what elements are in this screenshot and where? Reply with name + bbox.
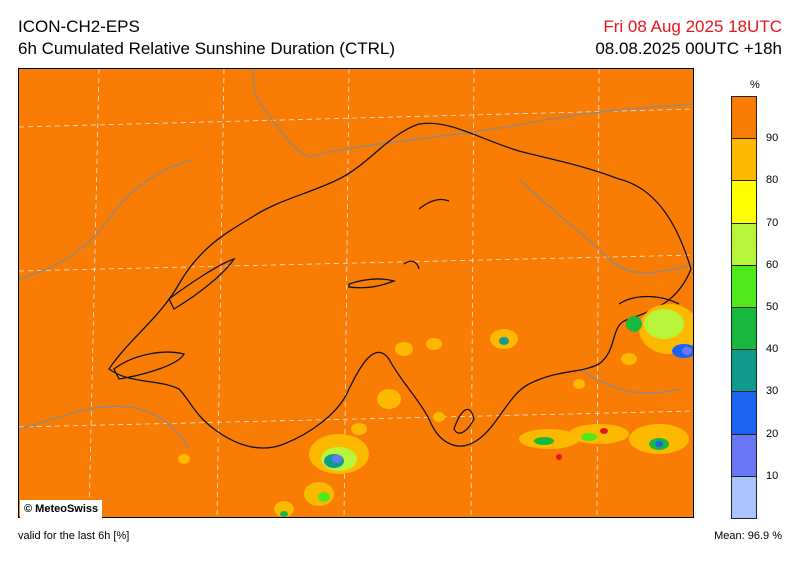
legend-label: 50 — [766, 301, 779, 313]
cloud-cells — [178, 304, 693, 517]
swiss-border — [108, 122, 692, 449]
legend-swatch — [731, 433, 757, 477]
legend-label: 30 — [766, 385, 779, 398]
country-borders — [19, 69, 693, 450]
model-name: ICON-CH2-EPS — [18, 17, 140, 36]
graticule — [19, 69, 693, 517]
legend-unit: % — [750, 79, 760, 91]
legend-swatch — [731, 264, 757, 308]
mean-number: 96.9 % — [747, 530, 782, 542]
meteoswiss-credit: © MeteoSwiss — [20, 500, 103, 518]
legend-swatch — [731, 96, 757, 140]
legend-swatch — [731, 138, 757, 182]
product-title: 6h Cumulated Relative Sunshine Duration … — [18, 39, 396, 58]
legend-label: 40 — [766, 343, 779, 356]
legend-swatch — [731, 222, 757, 266]
time-block: Fri 08 Aug 2025 18UTC 08.08.2025 00UTC +… — [595, 16, 782, 60]
valid-time: Fri 08 Aug 2025 18UTC — [603, 17, 782, 36]
legend-swatch — [731, 307, 757, 351]
legend-swatch — [731, 391, 757, 435]
legend-swatch — [731, 475, 757, 519]
color-legend — [731, 96, 757, 519]
legend-label: 70 — [766, 216, 779, 229]
legend-label: 90 — [766, 132, 779, 145]
map-panel — [18, 68, 694, 518]
legend-label: 10 — [766, 469, 779, 482]
legend-label: 20 — [766, 427, 779, 440]
run-info: 08.08.2025 00UTC +18h — [595, 39, 782, 58]
validity-note: valid for the last 6h [%] — [18, 530, 130, 542]
legend-swatch — [731, 349, 757, 393]
title-block: ICON-CH2-EPS 6h Cumulated Relative Sunsh… — [18, 16, 395, 60]
legend-swatch — [731, 180, 757, 224]
legend-label: 80 — [766, 174, 779, 187]
mean-value: Mean: 96.9 % — [714, 530, 782, 542]
mean-label: Mean: — [714, 530, 745, 542]
legend-label: 60 — [766, 258, 779, 271]
sunshine-map — [19, 69, 693, 517]
